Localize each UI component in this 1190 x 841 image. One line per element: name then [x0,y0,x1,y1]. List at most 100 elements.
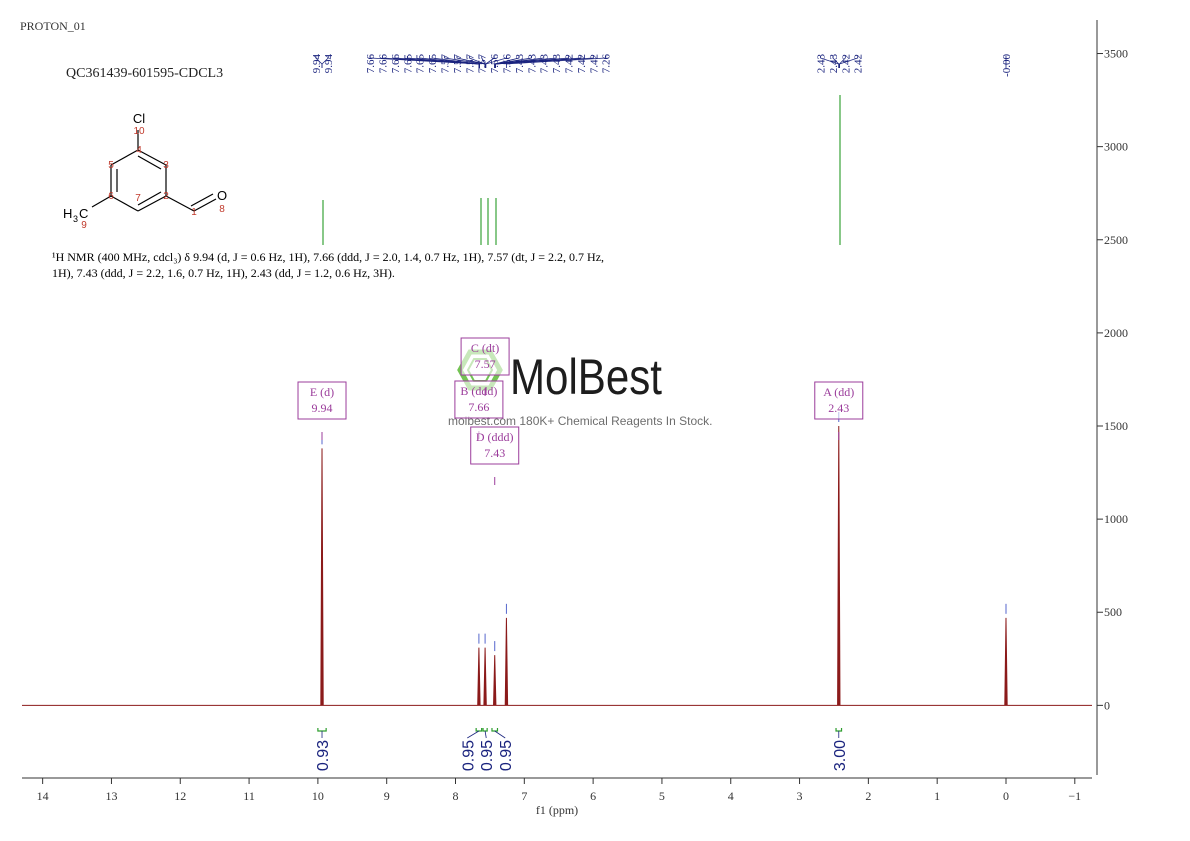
nmr-description: ¹H NMR (400 MHz, cdcl₃) δ 9.94 (d, J = 0… [52,250,605,280]
x-tick-label: 12 [174,789,186,803]
multiplet-box [470,426,520,465]
peak-label: 9.94 [311,54,323,74]
peak-label-leader [394,56,480,68]
watermark-text: MolBest [510,349,662,405]
integral-label: 0.95 [460,740,477,771]
y-tick-label: 3500 [1104,47,1128,61]
atom-number: 5 [108,160,114,171]
sample-name: QC361439-601595-CDCL3 [66,66,223,81]
peak-label: 7.66 [390,54,402,74]
peak-label: 7.65 [402,54,414,74]
peak [320,448,324,706]
atom: H [63,206,72,221]
multiplet-box [460,337,510,376]
peak [837,426,841,706]
x-tick-label: 9 [384,789,390,803]
peak-label: 7.43 [551,54,563,74]
y-tick-label: 500 [1104,605,1122,619]
peak-label: 7.42 [564,54,576,73]
x-tick-label: 4 [728,789,734,803]
multiplet-shift: 2.43 [828,401,849,415]
peak-label: 2.42 [853,54,865,73]
integral-label: 0.93 [315,740,332,771]
integral-bracket [835,728,843,732]
peak-label-leader [494,56,557,68]
structure [91,130,217,212]
atom-number: 8 [219,204,225,215]
atom-number: 1 [191,207,197,218]
multiplet-box [454,380,504,419]
x-tick-label: 13 [105,789,117,803]
atom-number: 4 [136,145,142,156]
watermark: MolBest molbest.com 180K+ Chemical Reage… [448,349,712,428]
peak-label: 7.42 [576,54,588,73]
multiplet-name: D (ddd) [476,430,514,444]
integral-leader [484,730,487,739]
x-tick-label: 5 [659,789,665,803]
y-tick-label: 2000 [1104,326,1128,340]
x-tick-label: 2 [865,789,871,803]
multiplet-shift: 7.57 [475,357,496,371]
integral-bracket [317,728,327,732]
atom-number: 7 [135,193,141,204]
integral-label: 0.95 [479,740,496,771]
peak-label: 7.66 [378,54,390,74]
x-tick-label: 6 [590,789,596,803]
atom-subscript: 3 [73,214,78,224]
peak [493,655,497,706]
peak-label: -0.00 [1001,54,1013,77]
y-tick-label: 0 [1104,698,1110,712]
multiplet-shift: 7.43 [484,446,505,460]
peak-label: 7.26 [601,54,613,74]
x-axis-label: f1 (ppm) [536,803,578,817]
peak-label-leader [431,56,480,68]
x-tick-label: 1 [934,789,940,803]
x-tick-label: 10 [312,789,324,803]
peak [483,647,487,706]
multiplet-box [297,381,347,420]
peak-label: 7.43 [526,54,538,74]
atom-number: 3 [163,160,169,171]
multiplet-name: C (dt) [471,341,499,355]
peak-label-leader [839,56,859,68]
atom-number: 2 [163,191,169,202]
peak-label: 9.94 [323,54,335,74]
y-tick-label: 1500 [1104,419,1128,433]
atom-number: 9 [81,220,87,231]
x-tick-label: 11 [243,789,255,803]
y-tick-label: 1000 [1104,512,1128,526]
integral-bracket [475,728,483,732]
peak [504,617,509,706]
integral-bracket [482,728,488,732]
structure-labels: Cl 10 4 3 5 6 2 7 1 O 8 H 3 C 9 [63,111,227,231]
peak-label: 7.57 [440,54,452,74]
peak-label: 7.65 [427,54,439,74]
peak-label: 7.57 [464,54,476,74]
integral-label: 0.95 [498,740,515,771]
atom: C [79,206,88,221]
multiplet-name: E (d) [310,385,334,399]
peak-label: 7.66 [365,54,377,74]
peak [477,647,481,706]
peak-label: 7.65 [415,54,427,74]
atom-number: 6 [108,191,114,202]
atom-number: 10 [133,126,145,137]
peak-label-leader [481,56,486,68]
multiplet-box [814,381,864,420]
x-tick-label: 14 [37,789,49,803]
multiplet-name: B (ddd) [460,384,497,398]
x-tick-label: 0 [1003,789,1009,803]
peak-label-leader [321,56,329,68]
peak-label: 7.56 [489,54,501,74]
peak-label-leader [495,56,594,68]
atom: Cl [133,111,145,126]
peak-label-leader [832,56,840,68]
integral-leader [467,730,480,739]
integral-bracket [491,728,499,732]
run-name: PROTON_01 [20,19,86,33]
integral-label: 3.00 [832,740,849,771]
integral-curves [322,95,841,245]
